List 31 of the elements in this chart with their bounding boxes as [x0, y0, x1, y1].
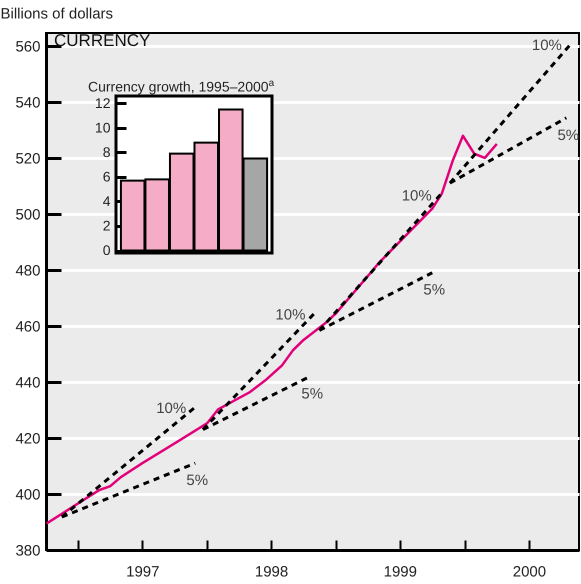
series-label: 10%	[275, 306, 306, 324]
y-tick-label: 480	[15, 262, 40, 280]
series-label: 5%	[186, 472, 208, 490]
x-tick-label: 1999	[384, 564, 417, 580]
y-tick-label: 520	[15, 150, 40, 168]
x-tick-label: 1998	[254, 564, 288, 580]
y-tick-label: 560	[15, 38, 40, 56]
y-axis-title: Billions of dollars	[0, 6, 114, 22]
y-tick-label: 8	[102, 144, 111, 160]
y-tick-label: 6	[102, 168, 111, 184]
series-label: 10%	[156, 400, 186, 418]
x-tick-label: 2000	[512, 564, 546, 580]
series-label: 10%	[532, 36, 562, 54]
chart-title: Currency growth, 1995–2000$^{a}$	[88, 77, 274, 95]
x-tick-label: 1997	[126, 564, 160, 580]
y-tick-label: 2	[102, 218, 111, 234]
y-tick-label: 420	[15, 430, 40, 448]
y-tick-label: 460	[15, 318, 40, 336]
y-tick-label: 500	[15, 206, 40, 224]
series-label: 10%	[402, 187, 432, 204]
chart-title: CURRENCY	[54, 31, 150, 50]
y-tick-label: 400	[15, 486, 40, 504]
series-label: 5%	[423, 282, 446, 299]
y-tick-label: 12	[94, 94, 111, 111]
y-tick-label: 540	[15, 94, 40, 112]
y-tick-label: 380	[15, 542, 40, 560]
y-tick-label: 4	[102, 192, 111, 209]
y-tick-label: 10	[94, 119, 111, 136]
series-label: 5%	[301, 385, 324, 402]
y-tick-label: 0	[102, 242, 111, 258]
y-tick-label: 440	[15, 374, 40, 392]
